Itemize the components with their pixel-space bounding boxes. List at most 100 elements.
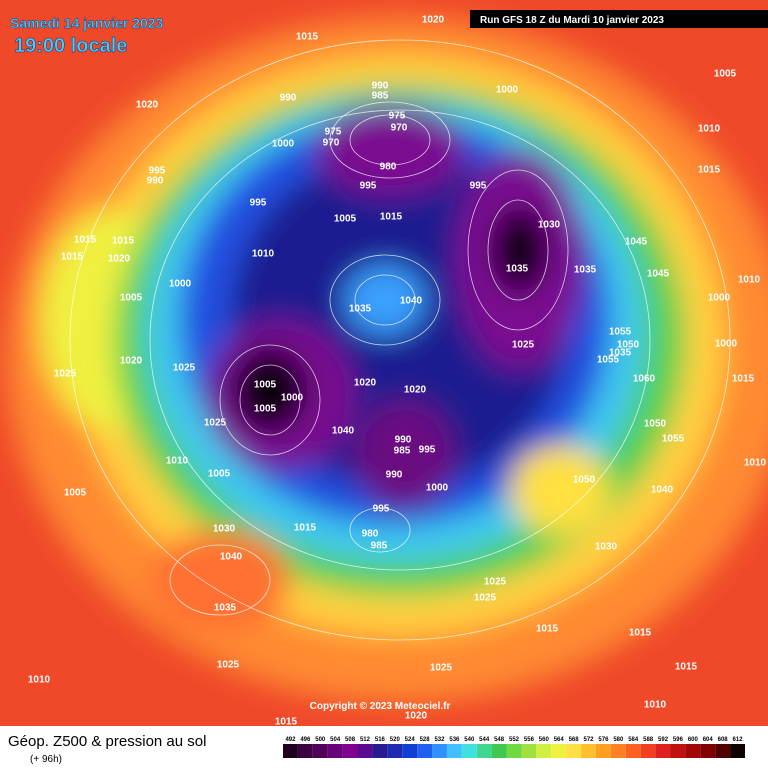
scale-label: 512 <box>360 737 371 743</box>
isobar-label: 1050 <box>644 419 667 430</box>
scale-swatch <box>506 744 522 758</box>
field <box>315 105 465 195</box>
field <box>232 348 308 432</box>
field <box>492 208 548 292</box>
isobar-label: 1035 <box>574 265 597 276</box>
scale-label: 528 <box>420 737 431 743</box>
scale-label: 492 <box>285 737 296 743</box>
isobar-label: 1000 <box>272 139 295 150</box>
scale-label: 608 <box>718 737 729 743</box>
isobar-label: 1055 <box>609 327 632 338</box>
scale-swatch <box>461 744 477 758</box>
isobar-label: 1030 <box>213 524 236 535</box>
isobar-label: 1005 <box>120 293 143 304</box>
scale-label: 572 <box>584 737 595 743</box>
isobar-label: 1010 <box>698 124 721 135</box>
isobar-label: 1055 <box>662 434 685 445</box>
scale-swatch <box>357 744 373 758</box>
isobar-label: 1050 <box>617 340 640 351</box>
isobar-label: 1035 <box>506 264 529 275</box>
scale-swatch <box>297 744 313 758</box>
isobar-label: 975 <box>389 111 406 122</box>
copyright: Copyright © 2023 Meteociel.fr <box>310 701 451 712</box>
scale-label: 580 <box>613 737 624 743</box>
isobar-label: 970 <box>323 138 340 149</box>
isobar-label: 1005 <box>208 469 231 480</box>
scale-label: 524 <box>405 737 416 743</box>
isobar-label: 1020 <box>354 378 377 389</box>
isobar-label: 1010 <box>738 275 761 286</box>
scale-swatch <box>446 744 462 758</box>
isobar-label: 1035 <box>349 304 372 315</box>
isobar-label: 1010 <box>644 700 667 711</box>
isobar <box>329 101 451 179</box>
isobar-label: 1040 <box>651 485 674 496</box>
isobar-label: 1005 <box>64 488 87 499</box>
scale-swatch <box>491 744 507 758</box>
isobar-label: 1005 <box>254 380 277 391</box>
isobar-label: 1005 <box>254 404 277 415</box>
isobar-label: 1030 <box>595 542 618 553</box>
isobar <box>169 544 271 616</box>
isobar-label: 1020 <box>405 711 428 722</box>
scale-swatch <box>387 744 403 758</box>
isobar-label: 1020 <box>120 356 143 367</box>
isobar-label: 1000 <box>715 339 738 350</box>
forecast-lead: (+ 96h) <box>30 754 62 765</box>
isobar-label: 1025 <box>474 593 497 604</box>
scale-swatch <box>566 744 582 758</box>
isobar-label: 1060 <box>633 374 656 385</box>
isobar-label: 980 <box>380 162 397 173</box>
scale-swatch <box>655 744 671 758</box>
scale-label: 532 <box>434 737 445 743</box>
isobar-label: 975 <box>325 127 342 138</box>
isobar-label: 985 <box>372 91 389 102</box>
isobar <box>329 254 441 346</box>
scale-label: 508 <box>345 737 356 743</box>
scale-swatch <box>536 744 552 758</box>
isobar-label: 995 <box>470 181 487 192</box>
isobar-label: 990 <box>372 81 389 92</box>
isobar-label: 1045 <box>647 269 670 280</box>
isobar-label: 1055 <box>597 355 620 366</box>
isobar-label: 1025 <box>173 363 196 374</box>
isobar-label: 1020 <box>136 100 159 111</box>
isobar-label: 1010 <box>744 458 767 469</box>
isobar-label: 1015 <box>732 374 755 385</box>
isobar <box>349 507 411 553</box>
scale-swatch <box>700 744 716 758</box>
scale-swatch <box>402 744 418 758</box>
scale-swatch <box>610 744 626 758</box>
scale-swatch <box>521 744 537 758</box>
scale-label: 504 <box>330 737 341 743</box>
isobar <box>349 114 431 166</box>
scale-label: 520 <box>390 737 401 743</box>
isobar-label: 1000 <box>169 279 192 290</box>
scale-label: 584 <box>628 737 639 743</box>
isobar <box>239 364 301 436</box>
isobar-label: 1030 <box>538 220 561 231</box>
isobar-labels: 1020101510201000990990985975970975970100… <box>28 15 767 728</box>
isobar <box>354 274 416 326</box>
scale-label: 596 <box>673 737 684 743</box>
scale-swatch <box>476 744 492 758</box>
isobar-label: 1015 <box>536 624 559 635</box>
scale-label: 540 <box>464 737 475 743</box>
isobar-label: 990 <box>395 435 412 446</box>
scale-swatch <box>432 744 447 758</box>
scale-label: 544 <box>479 737 490 743</box>
scale-swatch <box>595 744 611 758</box>
isobar-label: 1015 <box>294 523 317 534</box>
isobar <box>467 169 569 331</box>
isobar-label: 1040 <box>400 296 423 307</box>
isobar-label: 990 <box>386 470 403 481</box>
isobar-label: 1045 <box>625 237 648 248</box>
isobar-label: 1025 <box>484 577 507 588</box>
isobar-label: 1015 <box>112 236 135 247</box>
isobar-label: 995 <box>373 504 390 515</box>
scale-label: 496 <box>300 737 311 743</box>
